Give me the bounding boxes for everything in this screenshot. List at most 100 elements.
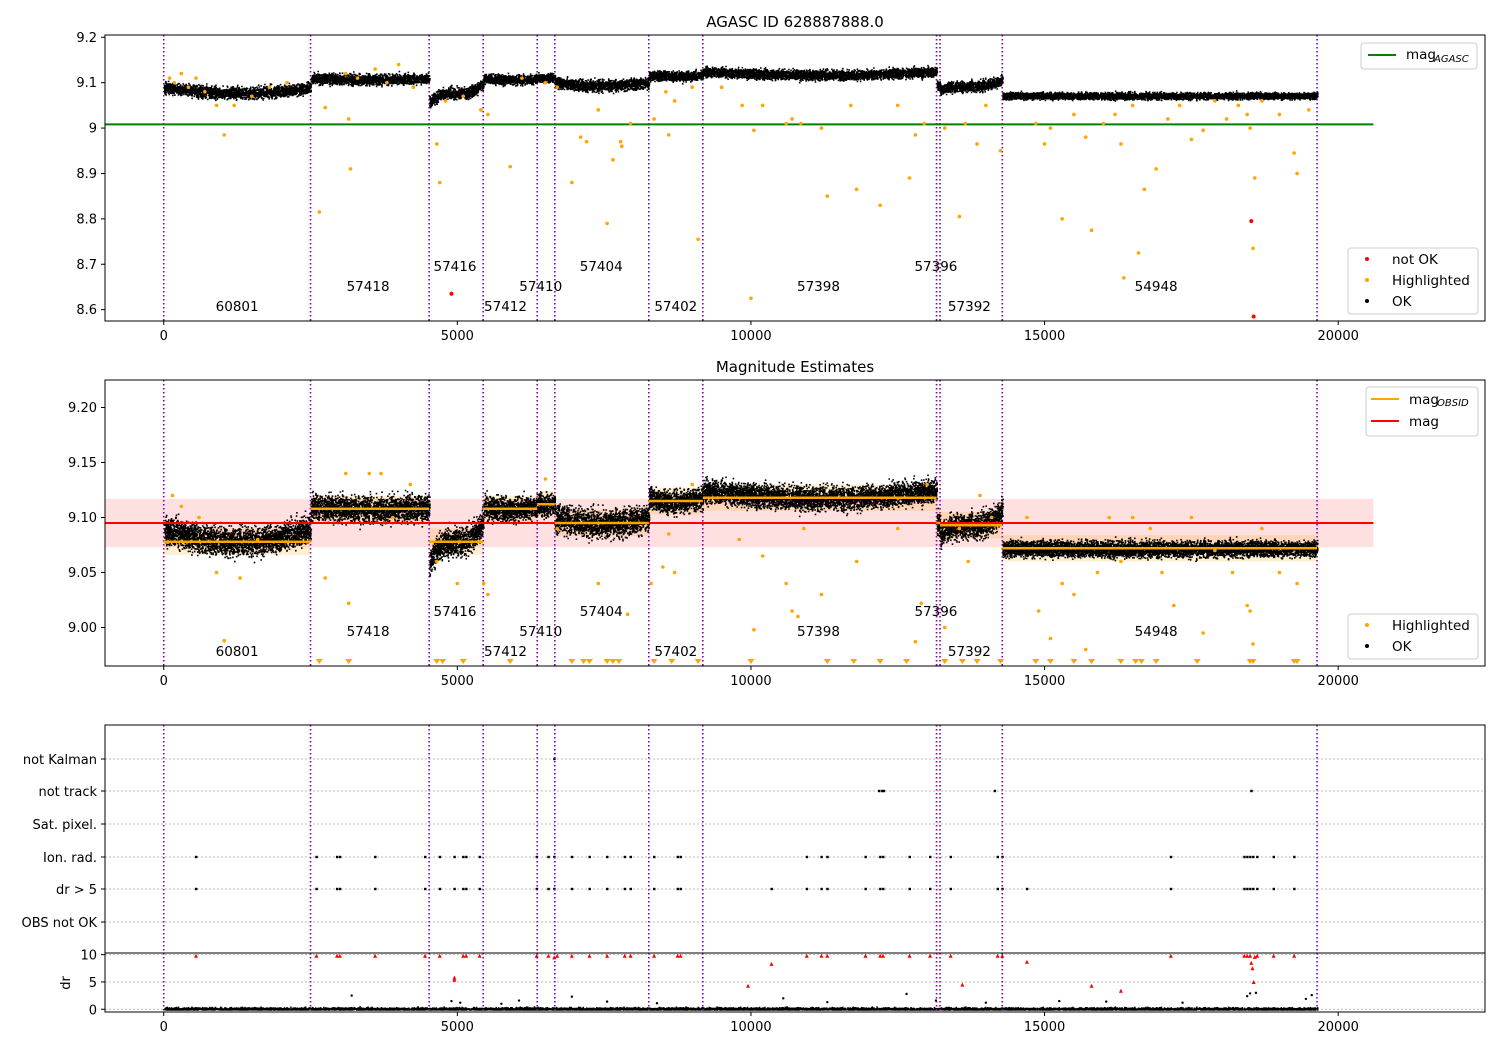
highlighted-point	[1048, 126, 1053, 130]
y-tick-label: 8.6	[76, 303, 97, 318]
flag-mark	[1272, 887, 1275, 891]
highlighted-point	[1142, 187, 1147, 192]
dr-point	[1254, 991, 1258, 995]
highlighted-point	[984, 103, 988, 108]
highlighted-point	[825, 194, 830, 198]
below-range-marker	[668, 659, 676, 664]
below-range-marker	[694, 659, 702, 664]
legend-subscript: AGASC	[1433, 54, 1469, 65]
highlighted-point	[784, 121, 788, 126]
highlighted-point	[619, 144, 624, 149]
dr-point	[605, 1000, 609, 1003]
flag-mark	[820, 887, 823, 891]
y-tick-label: 9	[89, 122, 97, 137]
dr-point	[782, 997, 785, 1000]
flag-mark	[653, 887, 656, 891]
below-range-marker	[459, 659, 467, 664]
y-tick-label: 9.20	[68, 401, 97, 416]
highlighted-point	[486, 592, 490, 597]
highlighted-point	[179, 504, 184, 509]
flag-mark	[1169, 855, 1173, 859]
flag-mark	[882, 887, 885, 891]
highlighted-point	[1213, 99, 1217, 103]
highlighted-point	[214, 103, 219, 108]
highlighted-point	[978, 493, 982, 498]
highlighted-point	[1036, 609, 1041, 613]
dr-outlier-point	[948, 953, 953, 958]
below-range-marker	[1137, 659, 1145, 664]
axes-frame	[104, 34, 1486, 322]
highlighted-point	[385, 80, 389, 85]
obsid-label: 57418	[347, 279, 390, 295]
highlighted-point	[461, 94, 466, 99]
highlighted-point	[854, 187, 859, 192]
flag-mark	[453, 887, 456, 891]
flag-mark	[315, 855, 318, 859]
highlighted-point	[543, 80, 548, 85]
dr-outlier-point	[995, 953, 1000, 958]
highlighted-point	[790, 609, 794, 613]
dr-axis-label: dr	[59, 976, 74, 990]
x-tick-label: 15000	[1024, 674, 1065, 689]
dr-outlier-point	[622, 953, 627, 958]
x-tick-label: 0	[160, 674, 168, 689]
flag-mark	[195, 887, 198, 891]
below-range-marker	[345, 659, 353, 664]
y-tick-label: 9.1	[76, 76, 97, 91]
dr-outlier-point	[1118, 988, 1123, 993]
dr-outlier-point	[452, 975, 457, 980]
highlighted-point	[690, 482, 695, 487]
dr-outlier-point	[534, 953, 539, 958]
flag-mark	[879, 887, 882, 891]
highlighted-point	[799, 121, 803, 126]
x-tick-label: 15000	[1024, 1020, 1065, 1035]
highlighted-point	[411, 85, 416, 90]
dr-outlier-point	[1251, 979, 1256, 984]
dr-outlier-point	[1248, 953, 1253, 958]
highlighted-point	[975, 142, 979, 146]
flag-mark	[606, 855, 609, 859]
highlighted-point	[819, 592, 824, 597]
dr-point	[905, 992, 908, 996]
x-tick-label: 20000	[1318, 674, 1359, 689]
highlighted-point	[760, 103, 765, 108]
obsid-label: 57392	[948, 644, 991, 660]
highlighted-point	[1025, 515, 1029, 520]
flag-mark	[335, 855, 339, 859]
highlighted-point	[1177, 103, 1182, 108]
flag-mark	[1250, 789, 1253, 793]
flag-mark	[1256, 887, 1259, 891]
flag-mark	[864, 887, 867, 891]
flag-mark	[465, 855, 468, 859]
flag-mark	[453, 855, 456, 859]
obsid-label: 57402	[654, 644, 697, 660]
flag-mark	[882, 789, 886, 793]
legend-label: Highlighted	[1392, 273, 1470, 289]
flag-mark	[679, 855, 682, 859]
highlighted-point	[672, 99, 677, 103]
flag-mark	[335, 887, 339, 891]
flag-mark	[864, 855, 867, 859]
panel-flags: not Kalman not track Sat. pixel. Ion. rad. d…	[22, 724, 1486, 1035]
highlighted-point	[1260, 526, 1264, 531]
dr-outlier-point	[477, 953, 482, 958]
highlighted-point	[922, 121, 926, 126]
highlighted-point	[379, 471, 383, 476]
flag-mark	[1252, 855, 1255, 859]
dr-outlier-point	[437, 953, 442, 958]
legend-label: mag	[1406, 47, 1436, 63]
highlighted-point	[1245, 603, 1249, 608]
highlighted-point	[919, 601, 924, 606]
flag-mark	[547, 887, 550, 891]
flag-mark	[949, 887, 953, 891]
flag-mark	[1169, 887, 1173, 891]
dr-outlier-point	[1024, 959, 1029, 964]
highlighted-point	[1119, 559, 1123, 564]
highlighted-point	[408, 482, 413, 487]
below-range-marker	[650, 659, 658, 664]
highlighted-point	[1101, 121, 1106, 126]
legend-marker	[1365, 257, 1369, 261]
flag-mark	[1025, 887, 1029, 891]
flag-mark	[996, 887, 999, 891]
